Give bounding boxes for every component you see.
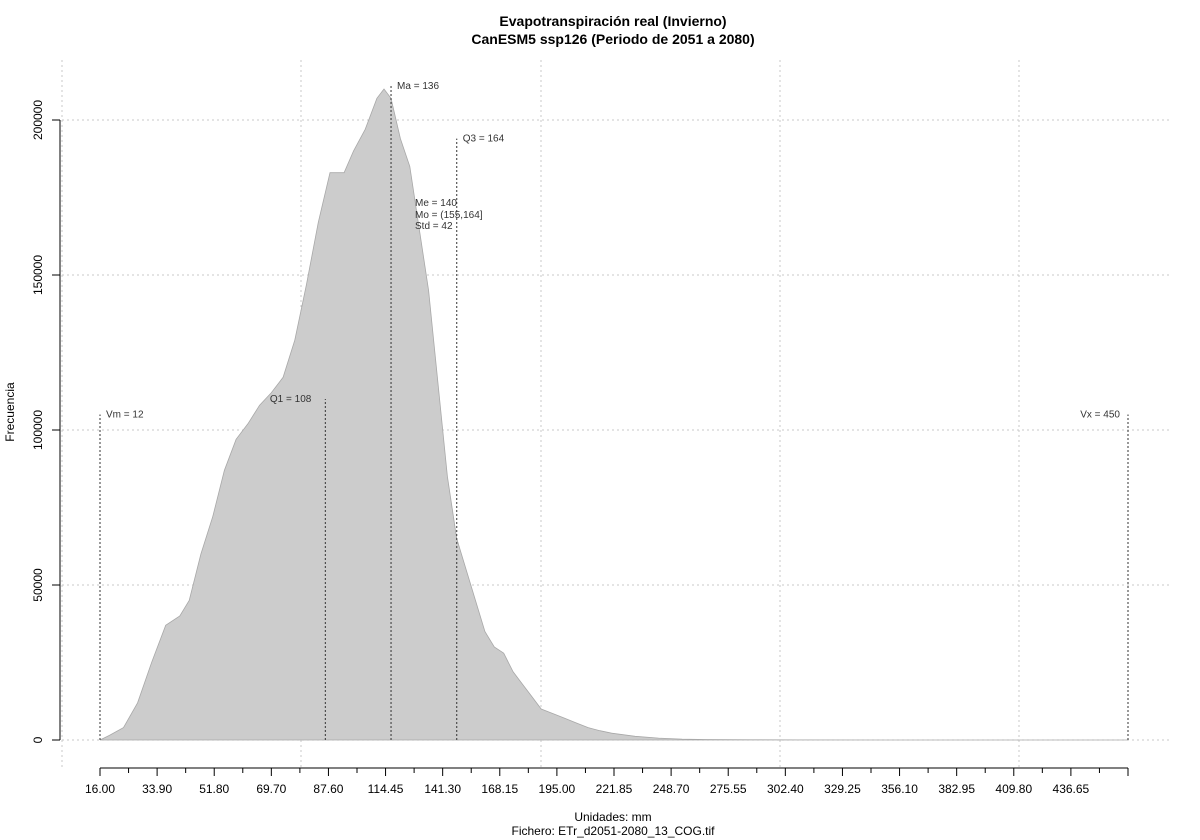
x-tick-label: 141.30 xyxy=(424,782,461,796)
x-tick-label: 382.95 xyxy=(938,782,975,796)
x-tick-label: 114.45 xyxy=(368,782,404,796)
x-tick-label: 329.25 xyxy=(824,782,861,796)
y-tick-label: 150000 xyxy=(31,255,45,295)
x-tick-label: 221.85 xyxy=(596,782,633,796)
y-tick-label: 0 xyxy=(31,736,45,743)
x-tick-label: 168.15 xyxy=(481,782,518,796)
y-tick-label: 100000 xyxy=(31,410,45,450)
x-tick-label: 302.40 xyxy=(767,782,804,796)
stat-median: Me = 140 xyxy=(415,198,457,209)
annotation-label: Q1 = 108 xyxy=(270,394,312,405)
y-axis-label: Frecuencia xyxy=(3,382,17,442)
chart-title: Evapotranspiración real (Invierno) xyxy=(499,13,726,29)
stat-mode: Mo = (155,164] xyxy=(415,210,483,221)
x-tick-label: 33.90 xyxy=(142,782,172,796)
y-axis: 0 50000 100000 150000 200000 xyxy=(31,100,61,743)
stat-lines xyxy=(99,85,1129,740)
x-tick-label: 356.10 xyxy=(881,782,918,796)
x-tick-label: 51.80 xyxy=(199,782,229,796)
x-axis-label: Unidades: mm xyxy=(574,810,651,824)
x-tick-label: 248.70 xyxy=(653,782,690,796)
x-tick-label: 16.00 xyxy=(85,782,115,796)
annotation-label: Ma = 136 xyxy=(397,81,439,92)
stat-annotations: Vm = 12 Q1 = 108 Ma = 136 Q3 = 164 Vx = 450 xyxy=(106,81,1120,421)
x-tick-label: 436.65 xyxy=(1053,782,1090,796)
stats-block: Me = 140 Mo = (155,164] Std = 42 xyxy=(415,198,483,232)
y-tick-label: 200000 xyxy=(31,100,45,140)
annotation-label: Vx = 450 xyxy=(1080,410,1120,421)
y-tick-label: 50000 xyxy=(31,568,45,602)
annotation-label: Q3 = 164 xyxy=(463,134,505,145)
x-axis: 16.00 33.90 51.80 69.70 87.60 114.45 141.30 168… xyxy=(85,767,1129,796)
x-tick-label: 409.80 xyxy=(995,782,1032,796)
x-tick-label: 69.70 xyxy=(256,782,286,796)
x-tick-label: 87.60 xyxy=(313,782,343,796)
chart-subtitle: CanESM5 ssp126 (Periodo de 2051 a 2080) xyxy=(471,31,754,47)
x-tick-label: 275.55 xyxy=(710,782,747,796)
file-label: Fichero: ETr_d2051-2080_13_COG.tif xyxy=(512,824,716,838)
annotation-label: Vm = 12 xyxy=(106,410,144,421)
stat-std: Std = 42 xyxy=(415,221,453,232)
x-tick-label: 195.00 xyxy=(539,782,576,796)
distribution-area xyxy=(99,88,1128,741)
